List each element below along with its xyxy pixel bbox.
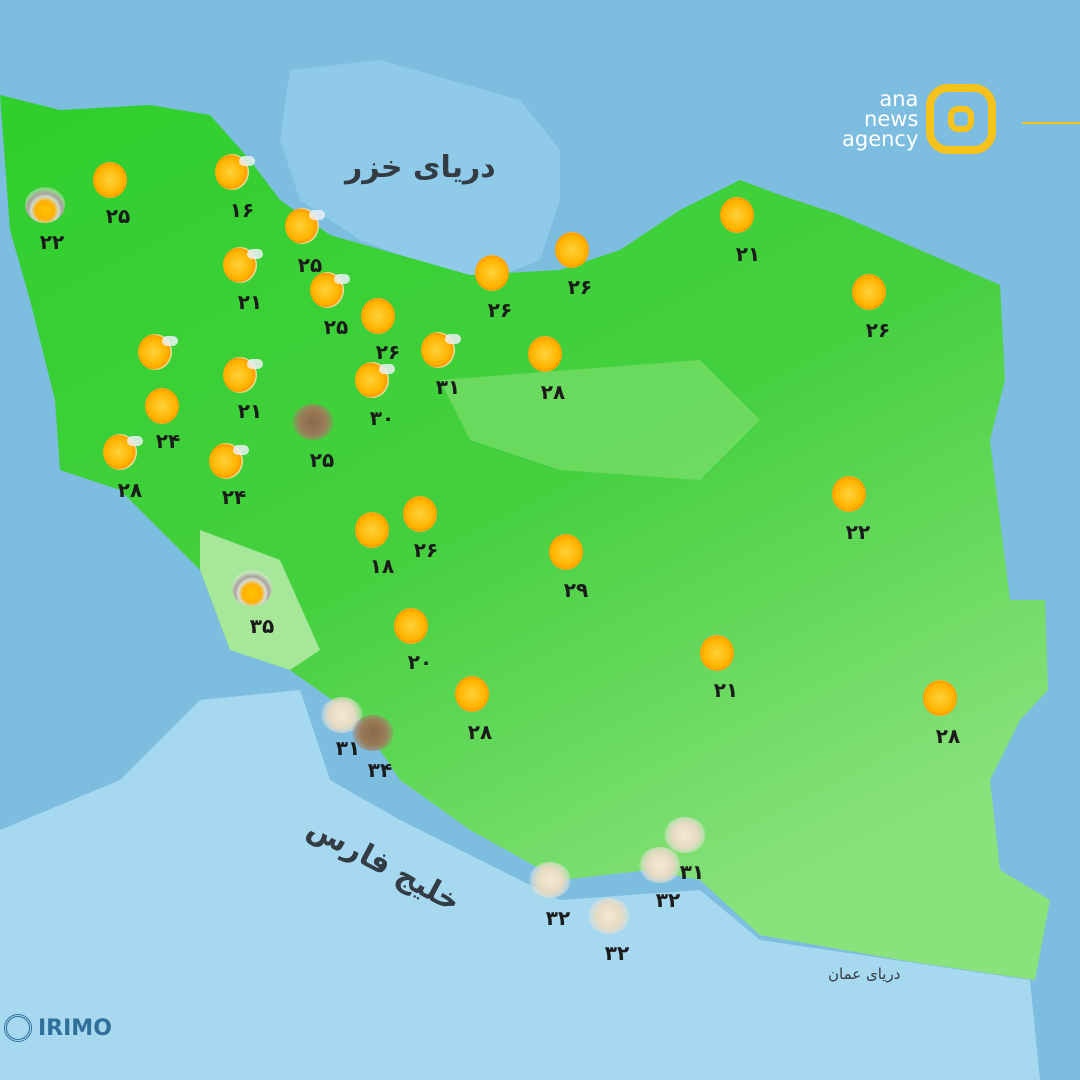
temperature-label: ۲۹ [563,578,589,602]
sun-icon [403,496,437,532]
irimo-icon [4,1014,32,1042]
temperature-label: ۳۲ [655,888,681,912]
sun-icon [528,336,562,372]
cloud-sun-icon [232,570,272,606]
temperature-label: ۲۵ [297,253,323,277]
temperature-label: ۲۴ [221,485,247,509]
sun-icon [852,274,886,310]
agency-name: ana news agency [842,87,919,151]
temperature-label: ۲۴ [155,429,181,453]
temperature-label: ۲۸ [935,724,961,748]
partly-sunny-icon [209,443,249,479]
temperature-label: ۲۱ [735,242,761,266]
partly-sunny-icon [138,334,178,370]
dust-icon [292,404,334,440]
partly-sunny-icon [310,272,350,308]
temperature-label: ۲۵ [105,204,131,228]
partly-sunny-icon [103,434,143,470]
partly-sunny-icon [421,332,461,368]
sun-icon [555,232,589,268]
caspian-sea [280,60,560,280]
partly-sunny-icon [355,362,395,398]
temperature-label: ۱۸ [369,554,395,578]
dust-icon [352,715,394,751]
temperature-label: ۲۸ [117,478,143,502]
temperature-label: ۲۱ [713,678,739,702]
temperature-label: ۲۶ [375,340,401,364]
central-desert [440,360,760,480]
temperature-label: ۲۶ [865,318,891,342]
ana-logo: ana news agency [842,84,997,154]
sun-icon [394,608,428,644]
sun-icon [361,298,395,334]
cloud-icon [588,898,630,934]
agency-line: agency [842,127,919,151]
temperature-label: ۳۱ [679,860,705,884]
sun-icon [549,534,583,570]
temperature-label: ۲۲ [845,520,871,544]
sun-icon [475,255,509,291]
partly-sunny-icon [285,208,325,244]
temperature-label: ۳۵ [249,614,275,638]
cloud-icon [639,847,681,883]
temperature-label: ۳۲ [545,906,571,930]
temperature-label: ۲۶ [413,538,439,562]
temperature-label: ۲۱ [237,290,263,314]
cloud-icon [529,862,571,898]
temperature-label: ۲۸ [540,380,566,404]
sun-icon [720,197,754,233]
sun-icon [700,635,734,671]
temperature-label: ۲۲ [39,230,65,254]
source-label: IRIMO [38,1015,112,1041]
caspian-sea-label: دریای خزر [345,150,496,185]
sun-icon [145,388,179,424]
partly-sunny-icon [223,357,263,393]
neighbor-land [0,690,1040,1080]
partly-sunny-icon [215,154,255,190]
iran-land [0,95,1050,980]
temperature-label: ۲۱ [237,399,263,423]
ana-logo-icon [926,84,997,154]
logo-divider [1022,122,1080,124]
agency-line: news [864,107,919,131]
oman-sea-label: دریای عمان [828,965,901,983]
temperature-label: ۳۱ [435,375,461,399]
cloud-sun-icon [25,187,65,223]
temperature-label: ۳۲ [604,941,630,965]
temperature-label: ۲۵ [309,448,335,472]
sun-icon [832,476,866,512]
temperature-label: ۲۰ [407,650,433,674]
cloud-icon [664,817,706,853]
sun-icon [355,512,389,548]
irimo-logo: IRIMO [4,1014,112,1042]
temperature-label: ۲۶ [487,298,513,322]
partly-sunny-icon [223,247,263,283]
temperature-label: ۳۰ [369,406,395,430]
temperature-label: ۳۴ [367,758,393,782]
sun-icon [93,162,127,198]
agency-line: ana [879,87,919,111]
sun-icon [923,680,957,716]
temperature-label: ۲۶ [567,275,593,299]
temperature-label: ۲۵ [323,315,349,339]
temperature-label: ۲۸ [467,720,493,744]
sun-icon [455,676,489,712]
temperature-label: ۱۶ [229,198,255,222]
